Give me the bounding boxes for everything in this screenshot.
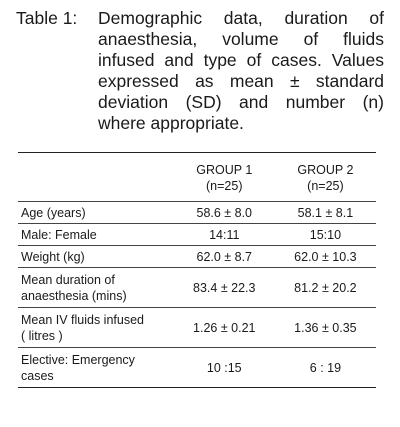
header-empty-cell <box>18 153 174 202</box>
cell-group-1: 14:11 <box>209 227 240 242</box>
row-label-line: Mean duration of <box>21 272 115 287</box>
table-row-fluids: Mean IV fluids infused ( litres ) 1.26 ±… <box>18 307 376 348</box>
header-group-2: GROUP 2 (n=25) <box>275 153 376 202</box>
cell-group-1: 62.0 ± 8.7 <box>196 249 253 264</box>
cell-group-1: 58.6 ± 8.0 <box>196 205 253 220</box>
row-label-line: Weight (kg) <box>21 249 85 264</box>
row-label-line: anaesthesia (mins) <box>21 288 127 303</box>
row-label: Mean duration of anaesthesia (mins) <box>18 268 174 308</box>
table-row-duration: Mean duration of anaesthesia (mins) 83.4… <box>18 267 376 308</box>
header-group-2-n: (n=25) <box>307 179 344 193</box>
row-label: Mean IV fluids infused ( litres ) <box>18 308 174 348</box>
cell-group-2: 58.1 ± 8.1 <box>297 205 354 220</box>
row-label: Male: Female <box>18 224 174 246</box>
cell-group-2: 81.2 ± 20.2 <box>294 280 357 295</box>
header-group-2-title: GROUP 2 <box>297 163 354 177</box>
row-label-line: Age (years) <box>21 205 86 220</box>
table-header-row: GROUP 1 (n=25) GROUP 2 (n=25) <box>18 152 376 202</box>
cell-group-2: 1.36 ± 0.35 <box>294 320 357 335</box>
row-label: Weight (kg) <box>18 246 174 268</box>
table-caption: Table 1: Demographic data, duration of a… <box>16 8 384 134</box>
cell-group-1: 10 :15 <box>206 360 242 375</box>
table-caption-text: Demographic data, duration of anaesthesi… <box>98 8 384 133</box>
table-row-sex: Male: Female 14:11 15:10 <box>18 223 376 246</box>
cell-group-2: 6 : 19 <box>309 360 342 375</box>
cell-group-2: 62.0 ± 10.3 <box>294 249 357 264</box>
row-label-line: ( litres ) <box>21 328 63 343</box>
row-label: Age (years) <box>18 202 174 224</box>
table-caption-label: Table 1: <box>16 8 78 28</box>
cell-group-1: 83.4 ± 22.3 <box>193 280 256 295</box>
row-label: Elective: Emergency cases <box>18 348 174 388</box>
row-label-line: cases <box>21 368 54 383</box>
table-row-age: Age (years) 58.6 ± 8.0 58.1 ± 8.1 <box>18 201 376 224</box>
header-group-1-n: (n=25) <box>206 179 243 193</box>
row-label-line: Mean IV fluids infused <box>21 312 144 327</box>
row-label-line: Male: Female <box>21 227 97 242</box>
cell-group-1: 1.26 ± 0.21 <box>193 320 256 335</box>
table-row-weight: Weight (kg) 62.0 ± 8.7 62.0 ± 10.3 <box>18 245 376 268</box>
row-label-line: Elective: Emergency <box>21 352 135 367</box>
header-group-1: GROUP 1 (n=25) <box>174 153 275 202</box>
cell-group-2: 15:10 <box>309 227 342 242</box>
demographic-table: GROUP 1 (n=25) GROUP 2 (n=25) Age (years… <box>18 152 376 388</box>
header-group-1-title: GROUP 1 <box>196 163 253 177</box>
table-row-cases: Elective: Emergency cases 10 :15 6 : 19 <box>18 347 376 388</box>
